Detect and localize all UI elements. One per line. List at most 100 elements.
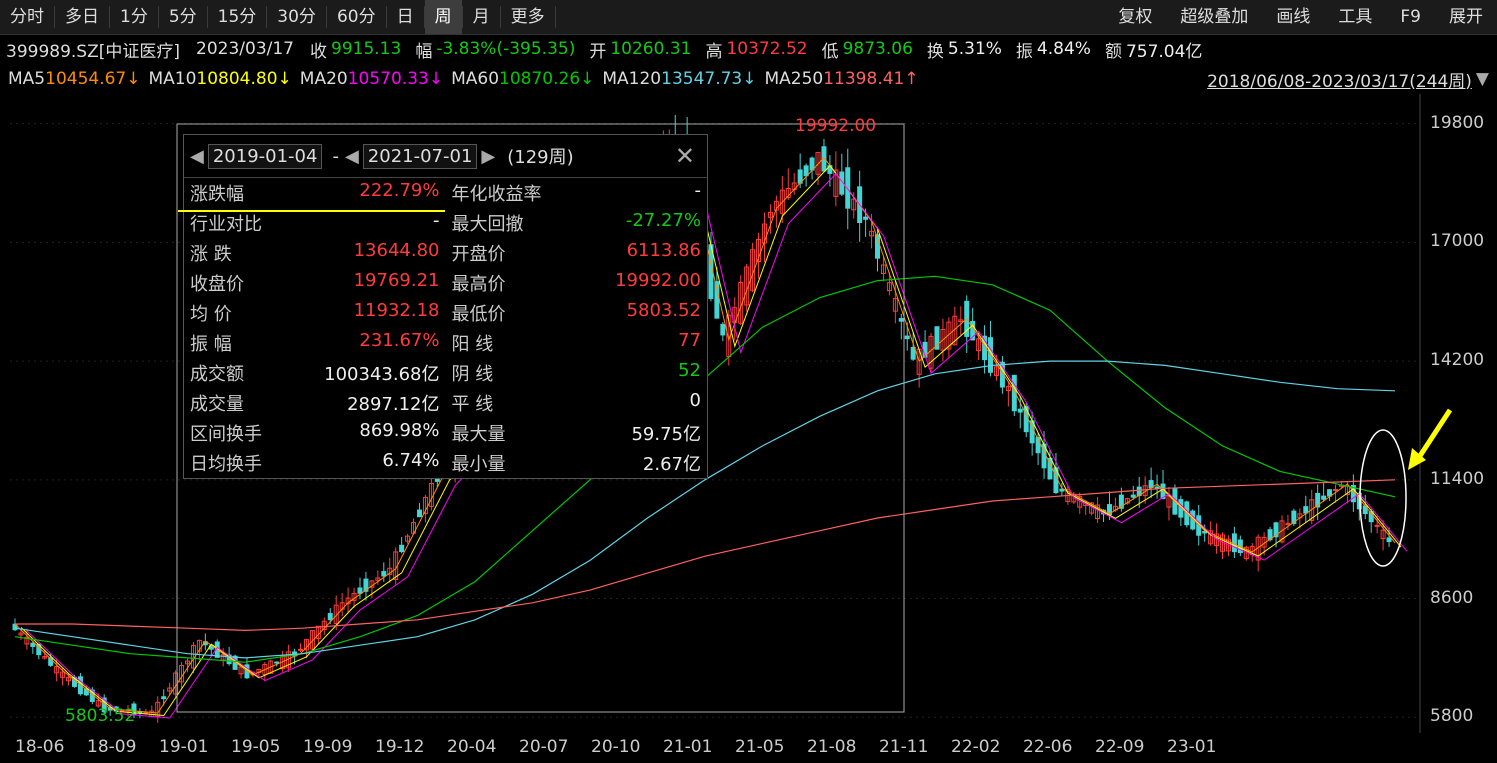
candle-body (851, 198, 857, 211)
stat-label: 年化收益率 (451, 184, 542, 205)
period-tab-5[interactable]: 30分 (277, 7, 316, 27)
close-icon[interactable]: ✕ (674, 142, 695, 170)
date-dash: - (332, 145, 339, 167)
candle-body (161, 696, 167, 700)
stat-label: 最大回撤 (451, 214, 524, 235)
next-end-icon[interactable]: ▶ (481, 145, 496, 167)
chevron-down-icon[interactable]: ▼ (1475, 69, 1489, 89)
popup-row: 成交量 2897.12亿平 线 0 (184, 388, 707, 418)
divider (157, 6, 159, 28)
divider (385, 6, 387, 28)
popup-row: 振 幅 231.67% 阳 线 77 (184, 328, 707, 358)
toolbar-tool-5[interactable]: 展开 (1449, 7, 1483, 27)
divider (461, 6, 463, 28)
stat-label: 最大量 (451, 424, 506, 445)
candle-body (1321, 495, 1327, 500)
ma20-label: MA20 (299, 69, 348, 89)
period-tab-4[interactable]: 15分 (217, 7, 257, 27)
candle-body (1059, 488, 1065, 492)
popup-row: 均 价 11932.18 最低价 5803.52 (184, 298, 707, 328)
candle-body (886, 282, 892, 292)
stat-label: 涨 跌 (190, 244, 232, 265)
stat-value: - (694, 180, 702, 201)
candle-body (993, 366, 999, 376)
popup-cell: 行业对比 - (184, 210, 446, 236)
amount-value: 757.04亿 (1125, 41, 1203, 62)
period-tab-10[interactable]: 更多 (510, 7, 545, 27)
candle-body (1291, 510, 1297, 525)
ma120-value: 13547.73↓ (661, 69, 757, 89)
period-tab-3[interactable]: 5分 (168, 7, 197, 27)
divider (499, 6, 501, 28)
start-date-field[interactable]: 2019-01-04 (207, 143, 323, 169)
popup-cell: 收盘价 19769.21 (184, 270, 446, 296)
end-date-field[interactable]: 2021-07-01 (362, 143, 478, 169)
toolbar-tool-2[interactable]: 画线 (1276, 7, 1311, 27)
x-tick-label: 22-09 (1095, 737, 1145, 757)
prev-start-icon[interactable]: ◀ (190, 145, 204, 167)
stat-label: 成交额 (190, 364, 244, 385)
stat-value: - (433, 210, 440, 231)
stat-label: 平 线 (451, 394, 494, 415)
period-tab-8[interactable]: 周 (424, 0, 462, 34)
stat-value: 6.74% (382, 450, 440, 471)
stat-label: 开盘价 (451, 244, 506, 265)
stat-value: 59.75亿 (631, 424, 701, 445)
change-value: -3.83%(-395.35) (436, 39, 576, 59)
period-tab-2[interactable]: 1分 (120, 7, 148, 27)
period-tab-6[interactable]: 60分 (336, 7, 376, 27)
candle-body (262, 664, 268, 675)
popup-row: 日均换手 6.74% 最小量 2.67亿 (184, 448, 707, 478)
candle-body (1202, 530, 1208, 534)
ma250-value: 11398.41↑ (823, 69, 919, 89)
x-tick-label: 21-01 (663, 737, 713, 757)
candle-body (60, 671, 66, 678)
ma10-value: 10804.80↓ (196, 69, 292, 89)
ma20-value: 10570.33↓ (347, 69, 444, 89)
stat-value: 5803.52 (626, 300, 701, 321)
candle-body (309, 630, 315, 650)
toolbar: 分时 多日 1分 5分 15分 30分 60分日周月更多 复权 超级叠加 画线 工具 F9 展开 (0, 0, 1497, 35)
candle-body (1309, 499, 1315, 521)
candle-body (845, 167, 851, 209)
ma-legend-bar: MA5 10454.67↓ MA10 10804.80↓ MA20 10570.33↓… (0, 64, 1497, 94)
toolbar-tool-4[interactable]: F9 (1400, 7, 1421, 27)
divider (109, 6, 110, 28)
candle-body (910, 346, 916, 360)
y-tick-label: 17000 (1430, 231, 1485, 252)
candle-body (1333, 488, 1339, 491)
open-label: 开 (589, 41, 607, 62)
period-tab-1[interactable]: 多日 (65, 7, 99, 27)
y-tick-label: 8600 (1430, 587, 1474, 608)
interval-selection-box[interactable] (176, 123, 905, 713)
candle-body (1327, 489, 1333, 497)
divider (554, 6, 556, 28)
candle-body (357, 587, 363, 594)
turnover-value: 5.31% (947, 39, 1002, 59)
toolbar-tool-3[interactable]: 工具 (1338, 7, 1373, 27)
candle-body (761, 223, 767, 244)
amount-label: 额 (1104, 41, 1122, 62)
high-label: 高 (705, 41, 723, 62)
turnover-label: 换 (926, 41, 944, 62)
x-tick-label: 20-10 (591, 737, 641, 757)
toolbar-tool-0[interactable]: 复权 (1118, 7, 1153, 27)
candle-body (42, 656, 48, 659)
stat-value: 19992.00 (615, 270, 701, 291)
period-tab-0[interactable]: 分时 (10, 7, 44, 27)
candle-body (298, 648, 304, 651)
candle-body (946, 321, 952, 350)
date-range-selector[interactable]: 2018/06/08-2023/03/17(244周) (1207, 71, 1472, 92)
candle-body (940, 329, 946, 351)
period-tab-9[interactable]: 月 (472, 7, 490, 27)
ma60-value: 10870.26↓ (499, 69, 595, 89)
stat-value: 77 (678, 330, 701, 351)
toolbar-tool-1[interactable]: 超级叠加 (1180, 7, 1249, 27)
popup-cell: 最低价 5803.52 (446, 300, 708, 326)
candle-body (375, 577, 381, 581)
prev-end-icon[interactable]: ◀ (344, 145, 359, 167)
candle-body (95, 700, 101, 707)
popup-cell: 涨 跌 13644.80 (184, 240, 446, 266)
stat-label: 日均换手 (190, 454, 262, 475)
period-tab-7[interactable]: 日 (396, 7, 414, 27)
